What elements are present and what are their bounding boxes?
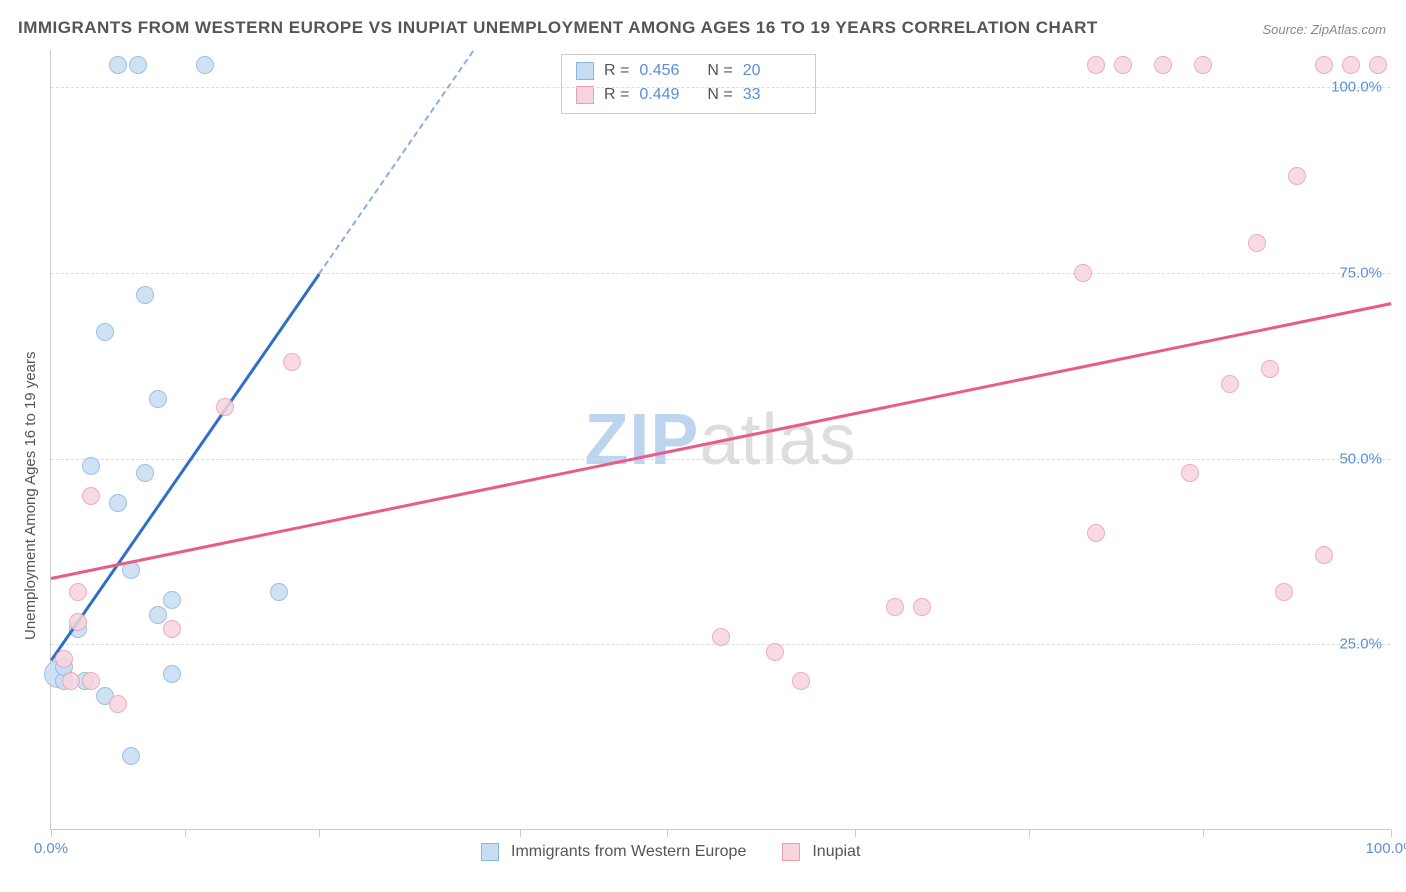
data-point xyxy=(82,672,100,690)
gridline xyxy=(51,87,1390,88)
x-tick xyxy=(51,829,52,837)
data-point xyxy=(122,747,140,765)
x-tick xyxy=(319,829,320,837)
data-point xyxy=(136,464,154,482)
data-point xyxy=(1194,56,1212,74)
data-point xyxy=(82,487,100,505)
x-tick xyxy=(855,829,856,837)
trend-line-dashed xyxy=(318,50,474,274)
gridline xyxy=(51,273,1390,274)
data-point xyxy=(1342,56,1360,74)
data-point xyxy=(1261,360,1279,378)
data-point xyxy=(1221,375,1239,393)
data-point xyxy=(109,695,127,713)
y-tick-label: 50.0% xyxy=(1339,450,1382,467)
legend-r-value: 0.456 xyxy=(639,59,697,83)
data-point xyxy=(1154,56,1172,74)
data-point xyxy=(96,323,114,341)
y-tick-label: 25.0% xyxy=(1339,636,1382,653)
data-point xyxy=(55,650,73,668)
legend-r-label: R = xyxy=(604,59,629,83)
data-point xyxy=(129,56,147,74)
data-point xyxy=(109,56,127,74)
x-tick xyxy=(520,829,521,837)
x-tick-label: 100.0% xyxy=(1366,840,1406,857)
data-point xyxy=(163,665,181,683)
data-point xyxy=(913,598,931,616)
data-point xyxy=(1288,167,1306,185)
data-point xyxy=(886,598,904,616)
data-point xyxy=(196,56,214,74)
data-point xyxy=(1181,464,1199,482)
watermark-bold: ZIP xyxy=(584,400,699,480)
data-point xyxy=(149,390,167,408)
legend-swatch xyxy=(782,843,800,861)
chart-title: IMMIGRANTS FROM WESTERN EUROPE VS INUPIA… xyxy=(18,18,1098,38)
legend-series: Immigrants from Western Europe Inupiat xyxy=(481,843,884,861)
x-tick xyxy=(1391,829,1392,837)
data-point xyxy=(149,606,167,624)
chart-container: IMMIGRANTS FROM WESTERN EUROPE VS INUPIA… xyxy=(0,0,1406,892)
y-tick-label: 75.0% xyxy=(1339,264,1382,281)
legend-n-label: N = xyxy=(707,59,732,83)
legend-n-value: 20 xyxy=(743,59,801,83)
legend-swatch xyxy=(481,843,499,861)
x-tick xyxy=(667,829,668,837)
data-point xyxy=(163,620,181,638)
data-point xyxy=(62,672,80,690)
x-tick xyxy=(185,829,186,837)
data-point xyxy=(109,494,127,512)
plot-area: ZIPatlas R =0.456N =20R =0.449N =33 Immi… xyxy=(50,50,1390,830)
x-tick-label: 0.0% xyxy=(34,840,68,857)
legend-series-label: Inupiat xyxy=(812,843,860,861)
x-tick xyxy=(1203,829,1204,837)
x-tick xyxy=(1029,829,1030,837)
data-point xyxy=(69,583,87,601)
y-tick-label: 100.0% xyxy=(1331,79,1382,96)
data-point xyxy=(1275,583,1293,601)
data-point xyxy=(1315,546,1333,564)
data-point xyxy=(1074,264,1092,282)
legend-series-label: Immigrants from Western Europe xyxy=(511,843,746,861)
data-point xyxy=(163,591,181,609)
data-point xyxy=(1369,56,1387,74)
legend-swatch xyxy=(576,62,594,80)
data-point xyxy=(1087,524,1105,542)
legend-row: R = 0.456 N = 20 xyxy=(576,59,801,83)
data-point xyxy=(82,457,100,475)
gridline xyxy=(51,459,1390,460)
legend-correlation: R =0.456N =20R =0.449N =33 xyxy=(561,54,816,114)
data-point xyxy=(1087,56,1105,74)
source-label: Source: ZipAtlas.com xyxy=(1262,22,1386,37)
data-point xyxy=(1315,56,1333,74)
data-point xyxy=(1248,234,1266,252)
trend-line xyxy=(51,303,1391,580)
data-point xyxy=(270,583,288,601)
data-point xyxy=(712,628,730,646)
data-point xyxy=(792,672,810,690)
data-point xyxy=(766,643,784,661)
y-axis-label: Unemployment Among Ages 16 to 19 years xyxy=(22,351,39,640)
data-point xyxy=(69,613,87,631)
data-point xyxy=(216,398,234,416)
data-point xyxy=(136,286,154,304)
data-point xyxy=(283,353,301,371)
legend-swatch xyxy=(576,86,594,104)
data-point xyxy=(1114,56,1132,74)
